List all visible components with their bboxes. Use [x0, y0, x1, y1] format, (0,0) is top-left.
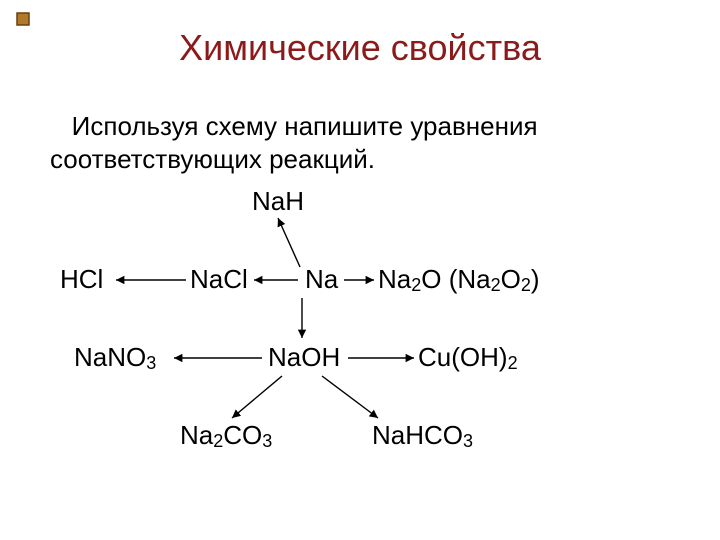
node-nah: NaH	[252, 186, 304, 217]
slide-title: Химические свойства	[0, 28, 720, 68]
reaction-arrows	[0, 0, 720, 540]
instruction-line1: Используя схему напишите уравнения	[50, 111, 538, 141]
node-na: Na	[305, 264, 338, 295]
instruction-line2: соответствующих реакций.	[50, 144, 375, 174]
node-nahco3: NaHCO3	[372, 420, 473, 452]
corner-marker	[16, 12, 30, 26]
node-na2o: Na2O (Na2O2)	[378, 264, 540, 296]
node-cuoh2: Cu(OH)2	[418, 342, 518, 374]
node-nano3: NaNO3	[74, 342, 156, 374]
slide: Химические свойства Используя схему напи…	[0, 0, 720, 540]
node-naoh: NaOH	[268, 342, 340, 373]
instruction-text: Используя схему напишите уравнения соотв…	[50, 110, 670, 177]
node-hcl: HCl	[60, 264, 103, 295]
node-nacl: NaCl	[190, 264, 248, 295]
node-na2co3: Na2CO3	[180, 420, 272, 452]
